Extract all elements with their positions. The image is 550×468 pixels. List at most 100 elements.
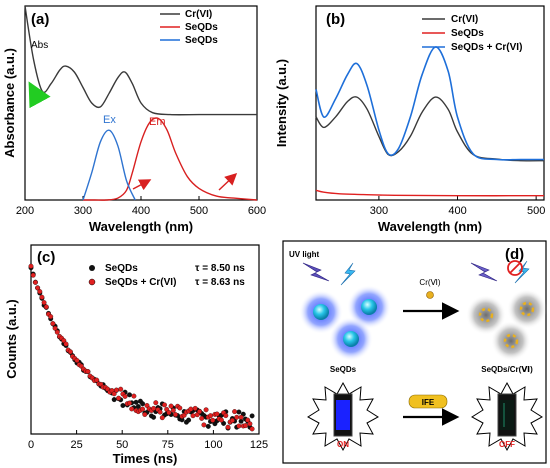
seqds-cr-point xyxy=(188,406,194,412)
seqds-cr-point xyxy=(243,423,248,429)
x-axis-label-c: Times (ns) xyxy=(113,451,178,466)
seqds-cr-point xyxy=(30,272,36,278)
seqds-cr-point xyxy=(28,263,34,269)
a-tick-label: 600 xyxy=(248,205,266,217)
seqds-cr-point xyxy=(94,377,100,383)
seqds-cr-point xyxy=(41,300,47,306)
seqds-point xyxy=(236,409,242,415)
seqds-point xyxy=(120,403,126,408)
seqds-cr-point xyxy=(32,279,38,285)
off-vial-liquid xyxy=(500,400,514,430)
c-tick-label: 125 xyxy=(250,439,268,451)
seqds-cr-point xyxy=(111,391,117,397)
seqds-cr-point xyxy=(52,325,58,331)
uv-bolt-icon xyxy=(302,262,356,286)
ex-label: Ex xyxy=(103,114,116,126)
y-axis-label-c: Counts (a.u.) xyxy=(4,299,19,378)
svg-text:SeQDs: SeQDs xyxy=(105,263,138,274)
seqds-cr-point xyxy=(37,289,43,295)
svg-text:SeQDs + Cr(VI): SeQDs + Cr(VI) xyxy=(451,42,522,53)
uv-light-label: UV light xyxy=(289,250,320,259)
c-tick-label: 100 xyxy=(204,439,222,451)
panel-d-label: (d) xyxy=(505,246,524,263)
c-tick-label: 75 xyxy=(162,439,174,451)
seqds-cr-point xyxy=(177,405,183,411)
seqds-cr-point xyxy=(208,413,213,419)
seqds-cr-point xyxy=(140,406,146,412)
seqds-cr-point xyxy=(199,415,205,421)
seqds-cr-point xyxy=(129,406,135,412)
green-arrow xyxy=(28,81,51,109)
c-tick-label: 0 xyxy=(28,439,34,451)
seqds-cr-point xyxy=(249,426,255,432)
seqds-cr-point xyxy=(113,387,119,393)
panel-b: 300 400 500 (b) Cr(VI) SeQDs SeQDs + Cr(VI… xyxy=(275,5,545,234)
seqds-cr-point xyxy=(168,403,174,409)
seqds-cr-point xyxy=(48,314,54,320)
abs-label: Abs xyxy=(31,40,48,51)
blocked-uv-icon xyxy=(470,260,530,284)
seqds-cr-point xyxy=(122,393,128,399)
seqds-cr-point xyxy=(247,421,253,427)
c-tick-label: 25 xyxy=(70,439,82,451)
a-tick-label: 400 xyxy=(132,205,150,217)
seqds-cr-point xyxy=(142,412,148,417)
svg-text:Cr(VI): Cr(VI) xyxy=(451,14,478,25)
seqds-cr-point xyxy=(173,412,178,418)
b-tick-label: 300 xyxy=(370,205,388,217)
seqds-cr-point xyxy=(166,410,172,416)
seqds-cr-point xyxy=(170,407,176,413)
seqds-label: SeQDs xyxy=(330,365,357,374)
seqds-cr-point xyxy=(210,417,216,423)
seqds-cr-point xyxy=(127,400,132,406)
seqds-cr-point xyxy=(43,304,49,310)
panel-d-frame xyxy=(282,240,547,464)
x-axis-label-b: Wavelength (nm) xyxy=(378,219,482,234)
seqds-cr-point xyxy=(238,414,244,420)
seqds-glowing-dots xyxy=(299,285,391,361)
a-tick-label: 300 xyxy=(74,205,92,217)
x-ticks-c: 0 25 50 75 100 125 xyxy=(28,430,268,451)
seqds-cr-point xyxy=(153,400,159,406)
panel-a: 200 300 400 500 600 (a) Abs Ex Em Cr(VI) SeQ… xyxy=(2,5,266,234)
a-tick-label: 500 xyxy=(190,205,208,217)
svg-text:SeQDs: SeQDs xyxy=(451,28,484,39)
seqds-cr-point xyxy=(131,393,137,399)
seqds-cr-point xyxy=(236,423,242,429)
series-cr-line-b xyxy=(315,96,545,162)
series-cr-line-a xyxy=(24,5,257,116)
seqds-cr-point xyxy=(223,413,229,419)
seqds-cr-point xyxy=(50,321,56,327)
x-ticks-b: 300 400 500 xyxy=(370,196,545,217)
seqds-cr-point xyxy=(63,341,69,347)
svg-text:SeQDs: SeQDs xyxy=(185,35,218,46)
seqds-cr-point xyxy=(144,403,150,408)
seqds-cr-label: SeQDs/Cr(Ⅵ) xyxy=(481,365,533,374)
seqds-cr-point xyxy=(39,294,45,300)
seqds-cr-point xyxy=(232,409,238,415)
panel-b-label: (b) xyxy=(326,11,345,28)
seqds-point xyxy=(151,414,157,420)
ife-label: IFE xyxy=(422,398,435,407)
seqds-cr-point xyxy=(197,409,202,415)
seqds-cr-point xyxy=(203,407,209,413)
seqds-cr-point xyxy=(229,417,235,423)
on-label: ON xyxy=(337,440,349,449)
legend-c: SeQDs τ = 8.50 ns SeQDs + Cr(VI) τ = 8.6… xyxy=(88,263,245,288)
seqds-cr-point xyxy=(192,405,198,411)
on-vial-glow xyxy=(336,400,350,430)
seqds-point xyxy=(135,404,141,409)
series-mix-line-b xyxy=(315,46,544,161)
ife-badge xyxy=(408,394,448,409)
seqds-cr-point xyxy=(162,402,167,408)
seqds-cr-point xyxy=(214,411,220,417)
plot-frame-c xyxy=(30,244,260,435)
seqds-cr-point xyxy=(245,417,251,423)
decay-points xyxy=(28,263,255,432)
svg-text:τ = 8.50 ns: τ = 8.50 ns xyxy=(195,263,245,274)
legend-b: Cr(VI) SeQDs SeQDs + Cr(VI) xyxy=(422,14,522,53)
seqds-point xyxy=(205,423,211,429)
a-tick-label: 200 xyxy=(16,205,34,217)
cr-ion-icon xyxy=(426,291,434,299)
seqds-cr-point xyxy=(85,369,91,374)
